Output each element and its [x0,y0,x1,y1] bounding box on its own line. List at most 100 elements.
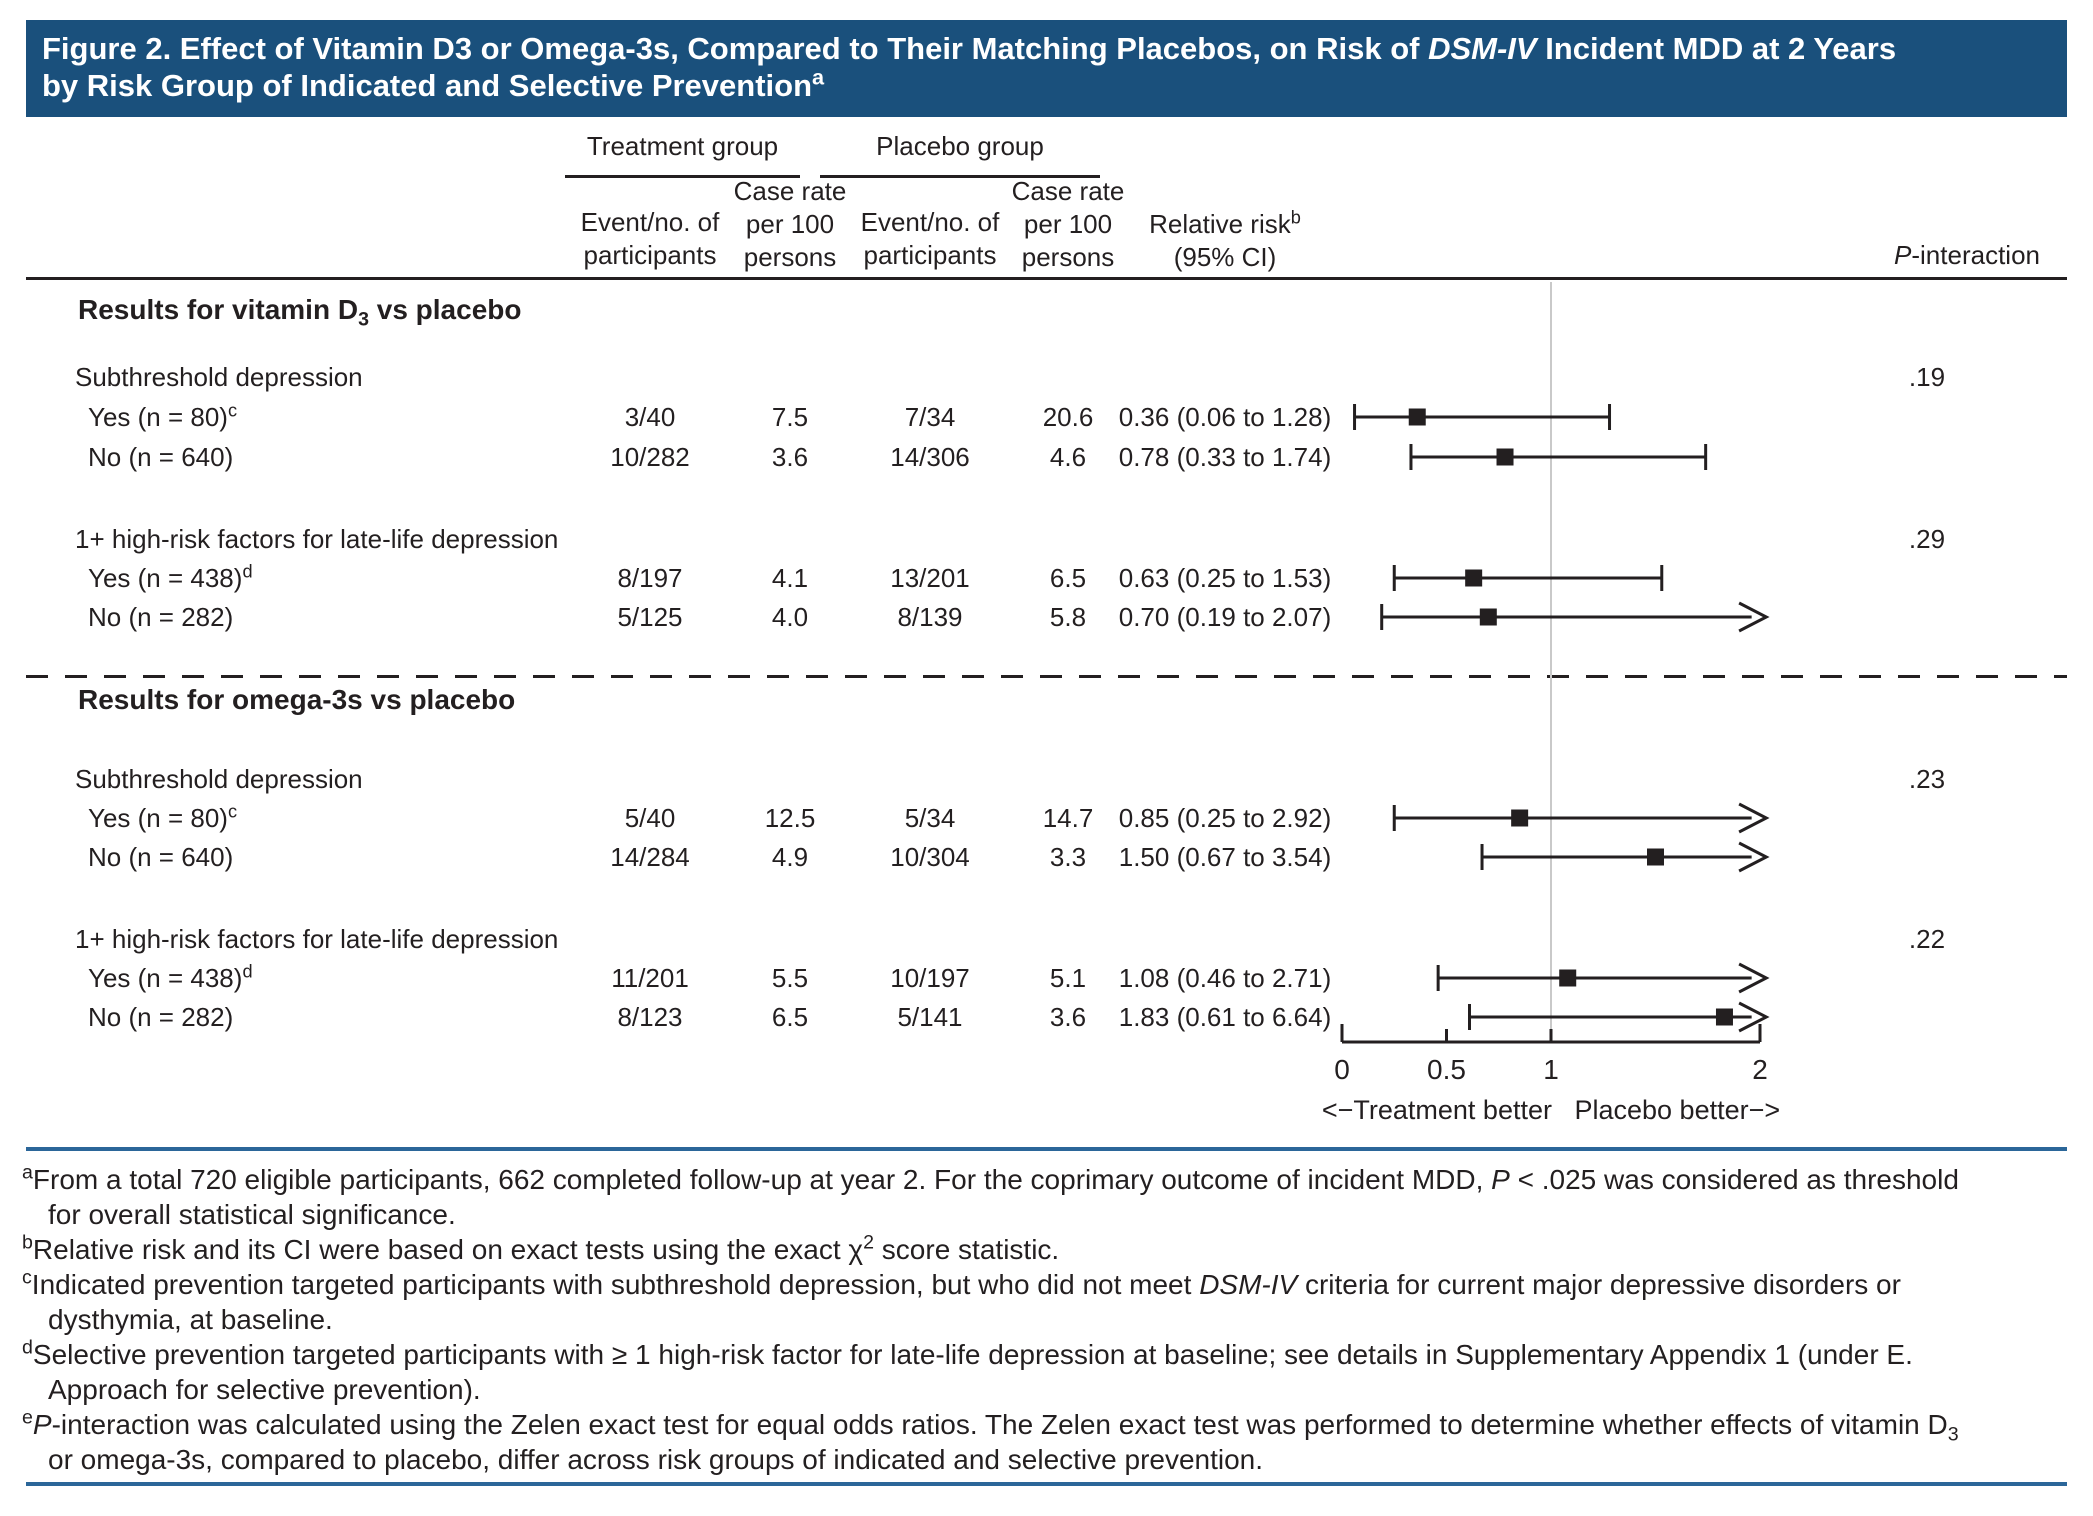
placebo-events-cell: 13/201 [890,563,970,593]
text-segment: Relative risk and its CI were based on e… [32,1234,864,1265]
x-axis-tick-label: 0.5 [1427,1054,1466,1085]
footnote-line-b: bRelative risk and its CI were based on … [22,1232,2072,1267]
section-divider-dashed [26,675,2067,678]
rr-point-marker [1496,448,1514,466]
treatment-case-rate-cell: 3.6 [771,442,809,472]
text-segment: Figure 2. Effect of Vitamin D3 or Omega-… [42,31,1429,66]
treatment-events-cell: 3/40 [624,402,676,432]
placebo-case-rate-cell: 14.7 [1042,803,1094,833]
relative-risk-header-line1: Relative riskb [1105,208,1345,241]
header-line: per 100 [1023,209,1113,239]
text-segment: < .025 was considered as threshold [1509,1164,1959,1195]
figure-title-line2: by Risk Group of Indicated and Selective… [42,66,2067,104]
placebo-events-header: Event/no. of participants [840,206,1020,272]
treatment-events-cell: 5/40 [624,803,676,833]
row-label-footnote-marker: c [227,801,238,822]
text-segment: Incident MDD at 2 Years [1536,31,1897,66]
placebo-events-cell: 8/139 [897,602,963,632]
group-label: 1+ high-risk factors for late-life depre… [75,924,559,954]
group-label: Subthreshold depression [75,362,363,392]
axis-caption: <−Treatment better Placebo better−> [1321,1095,1781,1125]
text-segment: P [1894,240,1912,270]
text-segment: Results for omega-3s vs placebo [78,684,516,715]
footnote-line-c: cIndicated prevention targeted participa… [22,1267,2072,1302]
treatment-events-cell: 8/123 [617,1002,683,1032]
rr-point-marker [1511,809,1529,827]
treatment-case-rate-cell: 5.5 [771,963,809,993]
rr-point-marker [1715,1008,1733,1026]
figure-title-line1: Figure 2. Effect of Vitamin D3 or Omega-… [42,30,2067,67]
placebo-case-rate-cell: 4.6 [1049,442,1087,472]
rr-point-marker [1408,408,1426,426]
footnote-line-a: aFrom a total 720 eligible participants,… [22,1162,2072,1197]
relative-risk-text-cell: 1.08 (0.46 to 2.71) [1118,963,1332,993]
placebo-events-cell: 5/34 [904,803,956,833]
text-segment: -interaction was calculated using the Ze… [51,1409,1948,1440]
text-segment: Indicated prevention targeted participan… [31,1269,1200,1300]
header-line: persons [743,242,837,272]
placebo-events-cell: 10/304 [890,842,970,872]
rr-point-marker [1465,569,1483,587]
treatment-events-cell: 14/284 [610,842,690,872]
placebo-group-spanner: Placebo group [876,131,1044,161]
row-label: No (n = 640) [88,442,234,472]
text-segment: DSM-IV [1428,31,1537,66]
header-line: participants [583,240,717,270]
group-label: Subthreshold depression [75,764,363,794]
footnote-marker: c [22,1266,32,1289]
text-segment: or omega-3s, compared to placebo, differ… [48,1444,1264,1475]
footnotes: aFrom a total 720 eligible participants,… [22,1162,2072,1477]
text-segment: -interaction [1911,240,2040,270]
relative-risk-text-cell: 0.36 (0.06 to 1.28) [1118,402,1332,432]
treatment-case-rate-cell: 12.5 [764,803,816,833]
treatment-case-rate-cell: 4.1 [771,563,809,593]
rr-point-marker [1559,969,1577,987]
text-segment: P [32,1409,52,1440]
row-label: No (n = 282) [88,1002,234,1032]
header-line: participants [863,240,997,270]
p-interaction-header: P-interaction [1894,240,2040,271]
placebo-case-rate-cell: 6.5 [1049,563,1087,593]
placebo-events-cell: 10/197 [890,963,970,993]
ci-arrow-high [1738,802,1770,834]
row-label: Yes (n = 80)c [88,801,238,833]
treatment-events-cell: 5/125 [617,602,683,632]
footnote-marker: b [22,1231,33,1254]
text-segment: Selective prevention targeted participan… [32,1339,1913,1370]
footnote-line-d: dSelective prevention targeted participa… [22,1337,2072,1372]
text-segment: Results for vitamin D [78,294,359,325]
text-segment: Approach for selective prevention). [48,1374,481,1405]
placebo-events-cell: 5/141 [897,1002,963,1032]
placebo-case-rate-cell: 20.6 [1042,402,1094,432]
treatment-events-cell: 8/197 [617,563,683,593]
ci-arrow-high [1738,962,1770,994]
p-interaction-value: .19 [1908,362,1946,392]
row-label: Yes (n = 80)c [88,400,238,432]
header-line: persons [1021,242,1115,272]
text-segment: From a total 720 eligible participants, … [32,1164,1492,1195]
rr-point-marker [1479,608,1497,626]
section-header: Results for omega-3s vs placebo [78,684,515,716]
treatment-group-spanner-rule [565,175,800,178]
header-line: per 100 [745,209,835,239]
placebo-case-rate-cell: 5.1 [1049,963,1087,993]
ci-arrow-high [1738,1001,1770,1033]
ci-arrow-high [1738,601,1770,633]
footnote-line-a: for overall statistical significance. [22,1197,2072,1232]
header-rule [26,277,2067,280]
text-segment: for overall statistical significance. [48,1199,456,1230]
treatment-group-spanner: Treatment group [586,131,779,161]
ci-arrow-high [1738,841,1770,873]
x-axis-tick-label: 1 [1543,1054,1559,1085]
treatment-case-rate-cell: 6.5 [771,1002,809,1032]
footnote-marker: d [22,1336,33,1359]
treatment-case-rate-cell: 4.0 [771,602,809,632]
row-label: Yes (n = 438)d [88,561,253,593]
placebo-case-rate-cell: 5.8 [1049,602,1087,632]
section-header: Results for vitamin D3 vs placebo [78,294,521,329]
relative-risk-header: Relative riskb (95% CI) [1105,208,1345,274]
text-segment: DSM-IV [1199,1269,1298,1300]
relative-risk-text-cell: 1.50 (0.67 to 3.54) [1118,842,1332,872]
rr-point-marker [1647,848,1664,866]
text-segment: score statistic. [874,1234,1060,1265]
